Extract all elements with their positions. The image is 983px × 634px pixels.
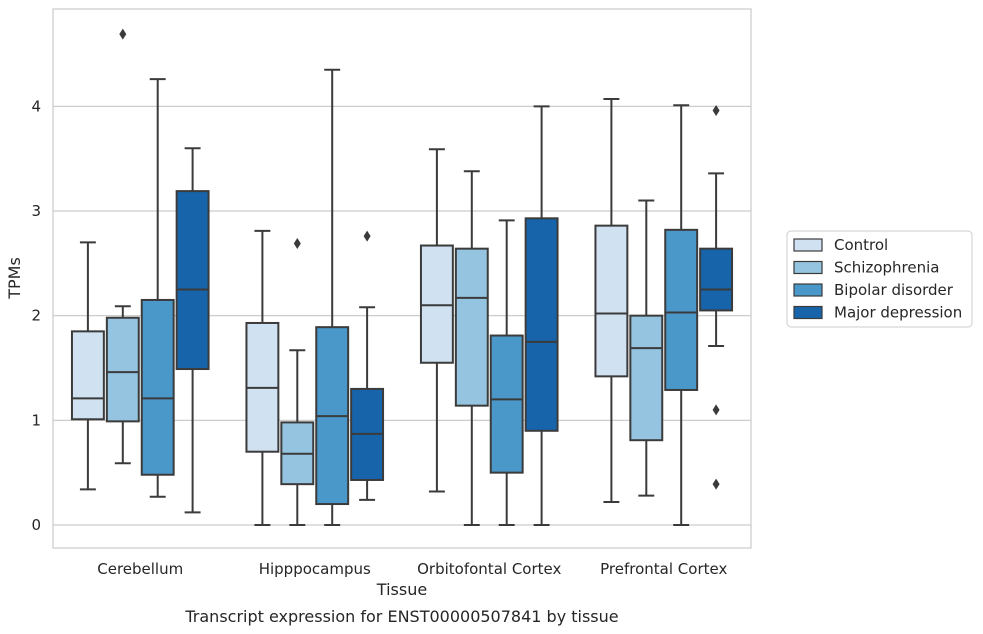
box-control	[419, 148, 454, 493]
box-iqr	[524, 217, 559, 432]
chart-caption: Transcript expression for ENST0000050784…	[184, 607, 618, 626]
category-group	[70, 28, 210, 514]
box-iqr	[70, 330, 105, 421]
legend-entry: Control	[793, 236, 888, 254]
box-schizophrenia	[105, 28, 140, 465]
x-tick-label: Cerebellum	[97, 560, 183, 578]
legend-frame	[786, 230, 973, 328]
legend-entry: Major depression	[793, 304, 962, 322]
legend-swatch	[793, 305, 823, 320]
legend-entry: Bipolar disorder	[793, 281, 954, 299]
box-iqr	[419, 244, 454, 364]
box-schizophrenia	[629, 199, 664, 497]
legend-swatch	[793, 283, 823, 297]
y-tick-label: 0	[31, 516, 41, 534]
box-control	[594, 98, 629, 503]
box-iqr	[489, 334, 524, 474]
x-tick-label: Orbitofontal Cortex	[417, 560, 561, 578]
outlier-point	[293, 237, 301, 249]
box-groups	[70, 28, 734, 526]
x-tick-label: Prefrontal Cortex	[600, 560, 727, 578]
box-bipolar-disorder	[489, 219, 524, 526]
box-iqr	[105, 316, 140, 423]
y-tick-labels: 0 1 2 3 4	[31, 97, 41, 534]
x-tick-label: Hipppocampus	[259, 560, 371, 578]
legend-label: Control	[834, 236, 888, 254]
box-bipolar-disorder	[140, 78, 175, 498]
box-iqr	[594, 224, 629, 378]
box-control	[70, 241, 105, 491]
box-schizophrenia	[454, 170, 489, 526]
outlier-point	[363, 230, 371, 242]
box-major-depression	[350, 230, 385, 501]
y-tick-label: 3	[31, 202, 41, 220]
legend-label: Schizophrenia	[834, 259, 939, 277]
legend-label: Major depression	[834, 304, 962, 322]
box-iqr	[629, 314, 664, 442]
box-control	[245, 229, 280, 526]
box-iqr	[175, 190, 210, 371]
category-group	[245, 68, 385, 526]
box-iqr	[664, 228, 699, 391]
box-major-depression	[175, 147, 210, 514]
box-major-depression	[524, 105, 559, 526]
outlier-point	[712, 404, 720, 416]
legend-swatch	[793, 260, 823, 275]
category-group	[419, 105, 559, 526]
y-tick-label: 2	[31, 307, 41, 325]
box-iqr	[699, 247, 734, 312]
legend: Control Schizophrenia Bipolar disorder Majo…	[786, 230, 973, 328]
box-bipolar-disorder	[664, 104, 699, 526]
box-bipolar-disorder	[315, 68, 350, 526]
legend-swatch	[793, 238, 823, 252]
box-major-depression	[699, 105, 734, 490]
outlier-point	[119, 28, 127, 40]
box-schizophrenia	[280, 237, 315, 526]
y-tick-label: 1	[31, 411, 41, 429]
category-group	[594, 98, 734, 526]
x-axis-label: Tissue	[376, 580, 427, 599]
box-iqr	[140, 298, 175, 476]
legend-entry: Schizophrenia	[793, 259, 939, 277]
y-axis-label: TPMs	[5, 257, 24, 300]
box-iqr	[454, 247, 489, 407]
y-tick-label: 4	[31, 97, 41, 115]
outlier-point	[712, 105, 720, 117]
outlier-point	[712, 478, 720, 490]
x-tick-labels: Cerebellum Hipppocampus Orbitofontal Corte…	[97, 560, 727, 578]
plot-frame	[52, 8, 752, 549]
legend-label: Bipolar disorder	[834, 281, 954, 299]
